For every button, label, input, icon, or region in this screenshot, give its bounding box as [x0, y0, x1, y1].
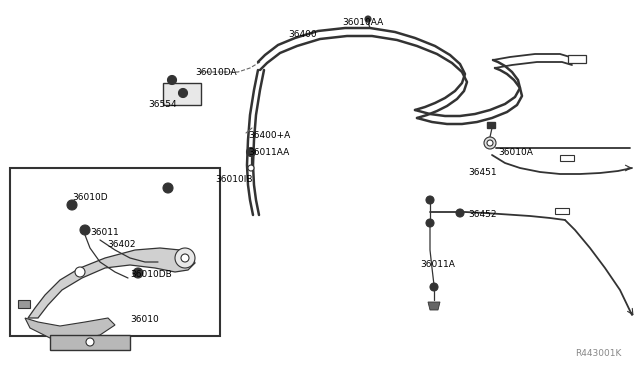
Circle shape	[86, 338, 94, 346]
Circle shape	[179, 89, 188, 97]
Circle shape	[365, 16, 371, 22]
Text: 36011: 36011	[90, 228, 119, 237]
Text: 36452: 36452	[468, 210, 497, 219]
Text: 36554: 36554	[148, 100, 177, 109]
Circle shape	[181, 254, 189, 262]
Circle shape	[75, 267, 85, 277]
Circle shape	[487, 140, 493, 146]
Text: 36400: 36400	[288, 30, 317, 39]
Text: 36402: 36402	[107, 240, 136, 249]
Text: R443001K: R443001K	[575, 349, 622, 358]
Bar	[18, 300, 30, 308]
Circle shape	[246, 148, 255, 157]
Circle shape	[426, 219, 434, 227]
Circle shape	[168, 76, 177, 84]
Bar	[487, 122, 495, 128]
Polygon shape	[428, 302, 440, 310]
Circle shape	[163, 183, 173, 193]
Text: 36011A: 36011A	[420, 260, 455, 269]
Circle shape	[80, 225, 90, 235]
Text: 36451: 36451	[468, 168, 497, 177]
Text: 36011AA: 36011AA	[248, 148, 289, 157]
Circle shape	[484, 137, 496, 149]
Text: 36010: 36010	[130, 315, 159, 324]
Circle shape	[430, 283, 438, 291]
Text: 36010AA: 36010AA	[342, 18, 383, 27]
Text: 36400+A: 36400+A	[248, 131, 291, 140]
Circle shape	[456, 209, 464, 217]
Bar	[560, 155, 574, 161]
Circle shape	[67, 200, 77, 210]
Polygon shape	[28, 248, 195, 318]
Circle shape	[426, 196, 434, 204]
Circle shape	[248, 165, 254, 171]
Polygon shape	[25, 318, 115, 340]
Bar	[50, 335, 130, 350]
Circle shape	[133, 268, 143, 278]
Text: 36010DB: 36010DB	[130, 270, 172, 279]
Bar	[10, 168, 220, 336]
Text: 36010D: 36010D	[72, 193, 108, 202]
Text: 36010A: 36010A	[498, 148, 533, 157]
Text: 36010IB: 36010IB	[215, 175, 253, 184]
Circle shape	[175, 248, 195, 268]
Bar	[555, 208, 569, 214]
Text: 36010DA: 36010DA	[195, 68, 237, 77]
Bar	[163, 83, 201, 105]
Bar	[568, 55, 586, 63]
